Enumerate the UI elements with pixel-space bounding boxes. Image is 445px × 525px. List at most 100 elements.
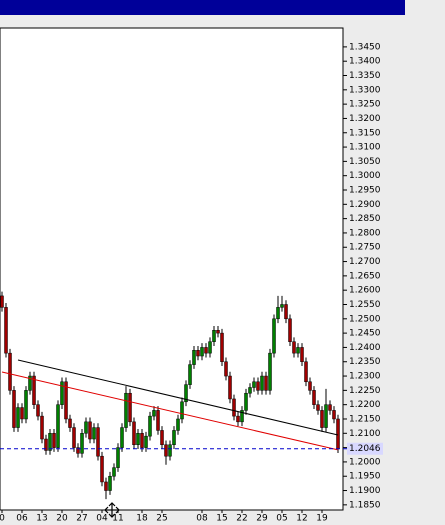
candle-body bbox=[108, 475, 112, 491]
candle-body bbox=[148, 415, 152, 437]
candle-body bbox=[264, 375, 268, 391]
y-tick-label: 1.3300 bbox=[349, 85, 381, 95]
x-tick-label: 20 bbox=[56, 514, 68, 524]
candle-body bbox=[104, 481, 108, 491]
candle-body bbox=[328, 404, 332, 411]
x-tick-label: 11 bbox=[112, 514, 123, 524]
candle-body bbox=[336, 418, 340, 449]
candle-body bbox=[276, 307, 280, 320]
y-tick-label: 1.2600 bbox=[349, 286, 381, 296]
candle-body bbox=[40, 415, 44, 440]
candle-body bbox=[220, 332, 224, 362]
candle-body bbox=[80, 433, 84, 454]
y-tick-label: 1.3050 bbox=[349, 157, 381, 167]
candle-body bbox=[308, 381, 312, 391]
last-price-label: 1.2046 bbox=[349, 444, 381, 454]
x-tick-label: 15 bbox=[216, 514, 227, 524]
y-tick-label: 1.3100 bbox=[349, 143, 381, 153]
x-tick-label: 05 bbox=[276, 514, 287, 524]
candle-body bbox=[132, 421, 136, 445]
candle-body bbox=[332, 410, 336, 420]
y-tick-label: 1.2500 bbox=[349, 314, 381, 324]
candle-body bbox=[216, 330, 220, 334]
candle-body bbox=[300, 347, 304, 362]
y-tick-label: 1.2250 bbox=[349, 386, 381, 396]
y-tick-label: 1.2750 bbox=[349, 243, 381, 253]
x-tick-label: 29 bbox=[256, 514, 268, 524]
y-tick-label: 1.2400 bbox=[349, 343, 381, 353]
candle-body bbox=[268, 352, 272, 391]
candle-body bbox=[260, 375, 264, 391]
candle-body bbox=[248, 387, 252, 394]
trendline bbox=[17, 359, 339, 436]
candle-body bbox=[152, 410, 156, 417]
y-tick-label: 1.3000 bbox=[349, 171, 381, 181]
candle-body bbox=[228, 375, 232, 400]
y-tick-label: 1.3450 bbox=[349, 42, 381, 52]
y-tick-label: 1.3250 bbox=[349, 100, 381, 110]
candle-body bbox=[116, 447, 120, 468]
y-tick-label: 1.2100 bbox=[349, 429, 381, 439]
y-tick-label: 1.2550 bbox=[349, 300, 381, 310]
candle-body bbox=[84, 421, 88, 434]
candle-body bbox=[192, 350, 196, 365]
y-tick-label: 1.2200 bbox=[349, 400, 381, 410]
candle-body bbox=[136, 433, 140, 445]
candle-body bbox=[48, 433, 52, 451]
candle-body bbox=[176, 418, 180, 431]
x-tick-label: 04 bbox=[96, 514, 108, 524]
candle-body bbox=[204, 347, 208, 354]
candle-body bbox=[72, 427, 76, 448]
candle-body bbox=[4, 307, 8, 354]
x-tick-label: 06 bbox=[16, 514, 28, 524]
candle-body bbox=[156, 410, 160, 431]
candle-body bbox=[304, 361, 308, 383]
candle-body bbox=[252, 381, 256, 388]
candle-body bbox=[160, 430, 164, 445]
x-tick-label: 18 bbox=[136, 514, 148, 524]
last-price-box bbox=[347, 442, 383, 455]
y-tick-label: 1.3350 bbox=[349, 71, 381, 81]
y-tick-label: 1.1900 bbox=[349, 486, 381, 496]
x-tick-label: 08 bbox=[196, 514, 208, 524]
candle-body bbox=[172, 430, 176, 445]
candle-body bbox=[164, 444, 168, 457]
candle-body bbox=[100, 455, 104, 483]
y-tick-label: 1.2000 bbox=[349, 457, 381, 467]
candle-body bbox=[44, 438, 48, 451]
candle-body bbox=[312, 390, 316, 405]
y-tick-label: 1.3200 bbox=[349, 114, 381, 124]
candle-body bbox=[68, 418, 72, 428]
candle-body bbox=[324, 404, 328, 428]
title-bar bbox=[0, 0, 405, 15]
y-tick-label: 1.1950 bbox=[349, 472, 381, 482]
candle-body bbox=[0, 295, 4, 308]
candle-body bbox=[64, 381, 68, 420]
candle-body bbox=[124, 392, 128, 428]
candle-body bbox=[200, 347, 204, 357]
x-tick-label: 25 bbox=[156, 514, 167, 524]
candle-body bbox=[16, 407, 20, 428]
candle-body bbox=[168, 444, 172, 457]
x-tick-label: 22 bbox=[236, 514, 247, 524]
candle-body bbox=[316, 404, 320, 411]
candle-body bbox=[236, 415, 240, 423]
y-tick-label: 1.3400 bbox=[349, 57, 381, 67]
candle-body bbox=[144, 435, 148, 448]
candle-body bbox=[292, 341, 296, 354]
y-tick-label: 1.2350 bbox=[349, 357, 381, 367]
y-tick-label: 1.2900 bbox=[349, 200, 381, 210]
candle-body bbox=[272, 318, 276, 354]
candle-body bbox=[212, 330, 216, 342]
candle-body bbox=[52, 433, 56, 448]
candle-body bbox=[120, 427, 124, 448]
y-tick-label: 1.2300 bbox=[349, 372, 381, 382]
x-tick-label: 12 bbox=[296, 514, 307, 524]
y-tick-label: 1.2700 bbox=[349, 257, 381, 267]
y-tick-label: 1.3150 bbox=[349, 128, 381, 138]
candle-body bbox=[284, 304, 288, 320]
candle-body bbox=[256, 381, 260, 391]
trendline bbox=[1, 371, 339, 451]
